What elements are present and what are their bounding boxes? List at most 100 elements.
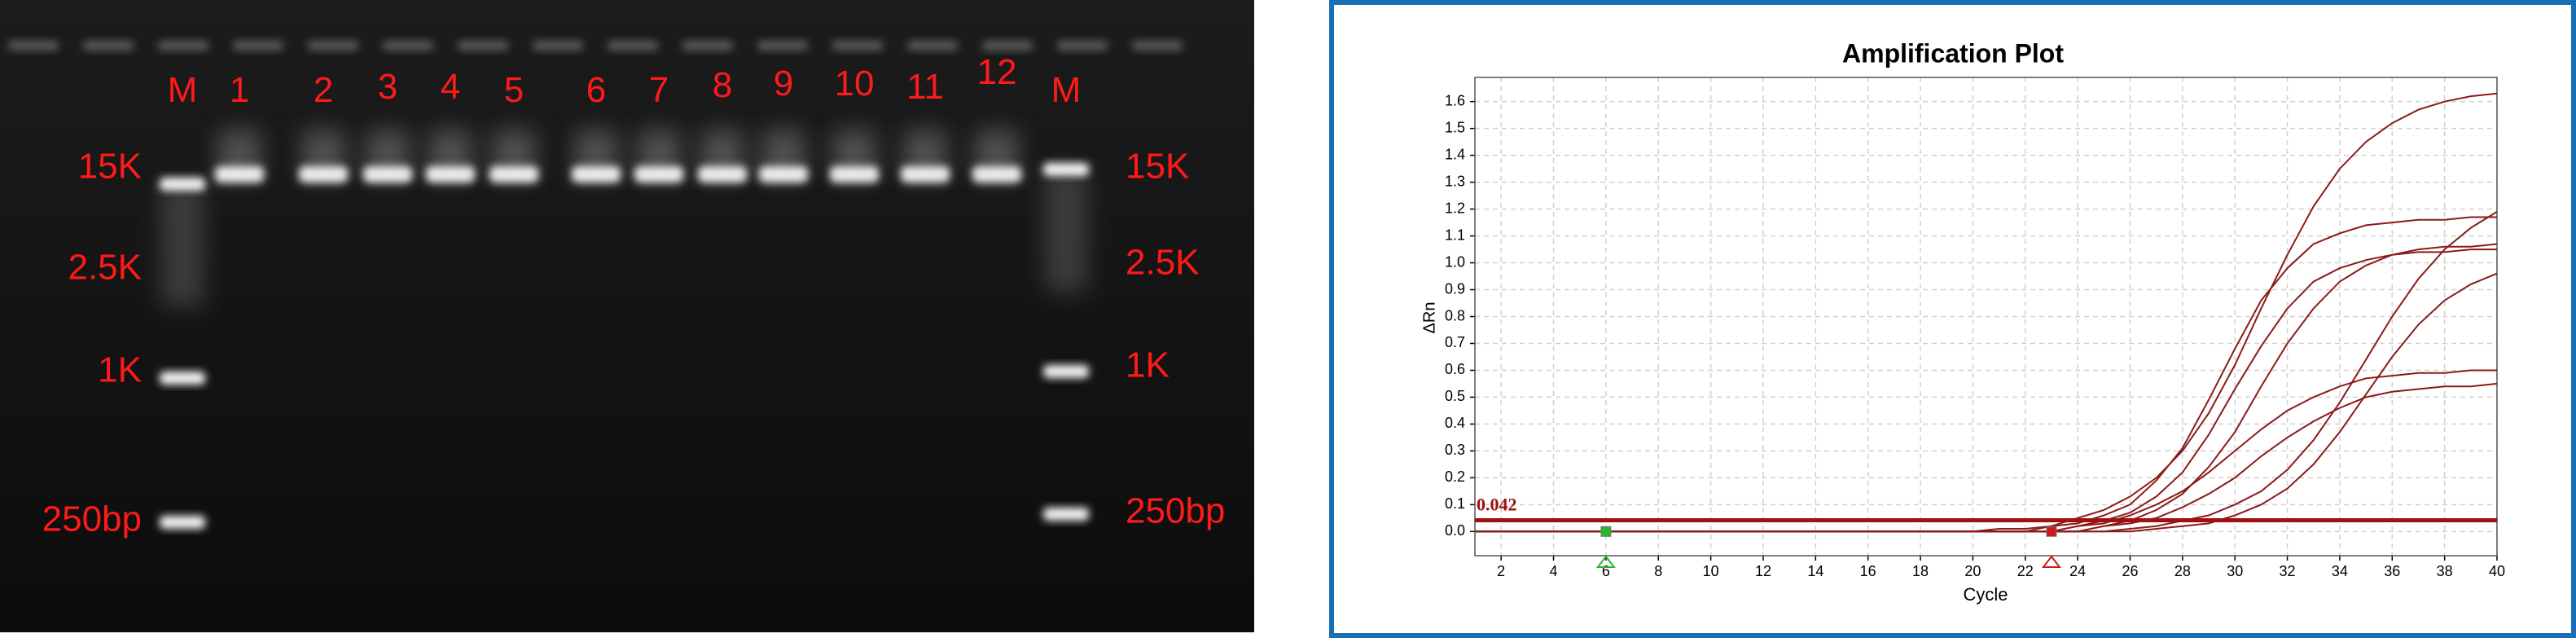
ladder-label: 250bp xyxy=(1126,491,1225,531)
sample-band xyxy=(572,166,621,183)
y-tick-label: 1.2 xyxy=(1445,200,1465,216)
sample-band xyxy=(426,166,475,183)
lane-label: 10 xyxy=(835,64,875,103)
y-tick-label: 1.0 xyxy=(1445,253,1465,270)
x-tick-label: 4 xyxy=(1550,563,1558,579)
lane-label: 3 xyxy=(378,67,397,107)
x-tick-label: 20 xyxy=(1964,563,1981,579)
sample-band xyxy=(830,166,879,183)
lane-label: M xyxy=(1051,70,1082,110)
well xyxy=(682,41,733,51)
lane-label: 11 xyxy=(906,67,944,107)
chart-panel: Amplification Plot Cycle ΔRn 0.0 0.1 0.2 0.… xyxy=(1329,0,2576,638)
x-tick-label: 24 xyxy=(2069,563,2086,579)
smear xyxy=(1045,169,1087,292)
well xyxy=(608,41,658,51)
y-tick-label: 0.9 xyxy=(1445,280,1465,297)
sample-band xyxy=(698,166,747,183)
lane-label: 5 xyxy=(504,70,524,110)
x-tick-label: 28 xyxy=(2174,563,2191,579)
well xyxy=(83,41,134,51)
lane-label: 4 xyxy=(441,67,460,107)
sample-band xyxy=(363,166,412,183)
y-tick-label: 1.3 xyxy=(1445,173,1465,189)
y-tick-label: 0.5 xyxy=(1445,388,1465,404)
x-tick-label: 32 xyxy=(2280,563,2296,579)
x-tick-label: 26 xyxy=(2122,563,2138,579)
well xyxy=(8,41,59,51)
sample-band xyxy=(972,166,1021,183)
ladder-label: 1K xyxy=(98,350,142,390)
gel-background xyxy=(0,0,1254,632)
x-tick-label: 2 xyxy=(1497,563,1505,579)
sample-band xyxy=(215,166,264,183)
y-tick-label: 1.4 xyxy=(1445,146,1465,162)
ladder-band xyxy=(160,178,205,191)
amplification-curve xyxy=(1475,382,2498,533)
baseline-marker xyxy=(1600,526,1612,537)
lane-label: 8 xyxy=(713,65,732,105)
y-axis-label: ΔRn xyxy=(1420,302,1438,334)
lane-label: 1 xyxy=(230,70,249,110)
y-tick-label: 1.1 xyxy=(1445,227,1465,243)
ladder-band xyxy=(1043,163,1089,176)
sample-band xyxy=(489,166,538,183)
sample-band xyxy=(299,166,348,183)
ladder-band xyxy=(160,372,205,385)
ladder-label: 1K xyxy=(1126,345,1170,385)
y-tick-label: 0.8 xyxy=(1445,307,1465,323)
baseline-marker xyxy=(2046,526,2057,537)
x-tick-label: 18 xyxy=(1912,563,1929,579)
sample-band xyxy=(634,166,683,183)
x-tick-label: 14 xyxy=(1807,563,1823,579)
x-axis-label: Cycle xyxy=(1963,584,2008,605)
well xyxy=(1057,41,1108,51)
ladder-label: 2.5K xyxy=(68,248,142,288)
well xyxy=(907,41,958,51)
ladder-band xyxy=(160,516,205,529)
well xyxy=(158,41,208,51)
ladder-label: 15K xyxy=(1126,147,1189,187)
lane-label: M xyxy=(168,70,198,110)
x-tick-label: 6 xyxy=(1602,563,1610,579)
well xyxy=(458,41,508,51)
y-tick-label: 0.2 xyxy=(1445,469,1465,485)
x-tick-label: 36 xyxy=(2384,563,2400,579)
ladder-band xyxy=(1043,508,1089,521)
threshold-label: 0.042 xyxy=(1477,494,1517,514)
panel-border xyxy=(1329,0,2576,638)
well xyxy=(233,41,283,51)
well xyxy=(1132,41,1183,51)
y-tick-label: 1.6 xyxy=(1445,92,1465,108)
ladder-label: 15K xyxy=(78,147,142,187)
well xyxy=(533,41,583,51)
well xyxy=(982,41,1033,51)
x-tick-label: 38 xyxy=(2437,563,2453,579)
x-tick-label: 8 xyxy=(1654,563,1662,579)
x-tick-label: 22 xyxy=(2017,563,2034,579)
x-tick-label: 12 xyxy=(1755,563,1771,579)
y-tick-label: 0.7 xyxy=(1445,334,1465,350)
lane-label: 7 xyxy=(649,70,669,110)
ladder-label: 250bp xyxy=(42,499,142,539)
sample-band xyxy=(759,166,808,183)
smear xyxy=(161,184,204,306)
x-tick-label: 34 xyxy=(2332,563,2348,579)
baseline-arrow xyxy=(1595,555,1616,568)
y-tick-label: 0.1 xyxy=(1445,495,1465,512)
y-tick-label: 0.4 xyxy=(1445,415,1465,431)
y-tick-label: 1.5 xyxy=(1445,119,1465,135)
x-tick-label: 10 xyxy=(1703,563,1719,579)
well xyxy=(757,41,808,51)
lane-label: 2 xyxy=(314,70,333,110)
well xyxy=(308,41,358,51)
ladder-band xyxy=(1043,365,1089,378)
plot-frame xyxy=(1474,77,2498,557)
x-tick-label: 30 xyxy=(2227,563,2243,579)
lane-label: 12 xyxy=(977,52,1017,92)
chart-title: Amplification Plot xyxy=(1842,38,2064,68)
well xyxy=(832,41,883,51)
y-tick-label: 0.6 xyxy=(1445,361,1465,377)
